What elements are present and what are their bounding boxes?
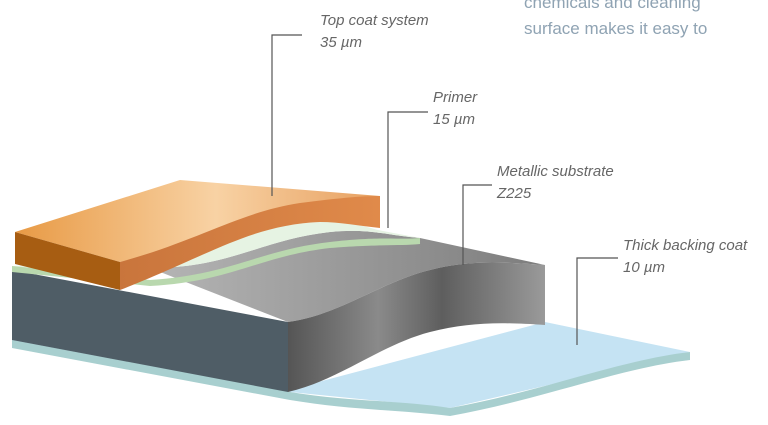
primer-edge bbox=[12, 238, 420, 286]
layer-thickness: 35 µm bbox=[320, 34, 362, 51]
intro-text: chemicals and cleaning bbox=[524, 0, 701, 12]
leader-line bbox=[462, 184, 492, 265]
metal-front bbox=[288, 262, 545, 392]
layer-name: Thick backing coat bbox=[623, 237, 748, 254]
backing-block-front bbox=[12, 270, 288, 392]
backing-top bbox=[12, 322, 690, 408]
topcoat-side bbox=[120, 196, 380, 290]
leader-line bbox=[271, 34, 302, 196]
layer-name: Primer bbox=[433, 89, 478, 106]
leader-line bbox=[576, 257, 618, 345]
topcoat-top bbox=[15, 180, 380, 262]
metal-top bbox=[150, 230, 545, 322]
layer-name: Top coat system bbox=[320, 12, 429, 29]
layer-name: Metallic substrate bbox=[497, 163, 614, 180]
layer-thickness: 15 µm bbox=[433, 111, 475, 128]
layer-thickness: Z225 bbox=[496, 185, 532, 202]
leader-line bbox=[387, 111, 428, 228]
backing-front bbox=[12, 340, 690, 416]
illustration bbox=[12, 34, 690, 416]
topcoat-front bbox=[15, 232, 120, 290]
layer-thickness: 10 µm bbox=[623, 259, 665, 276]
intro-text: surface makes it easy to bbox=[524, 19, 707, 38]
